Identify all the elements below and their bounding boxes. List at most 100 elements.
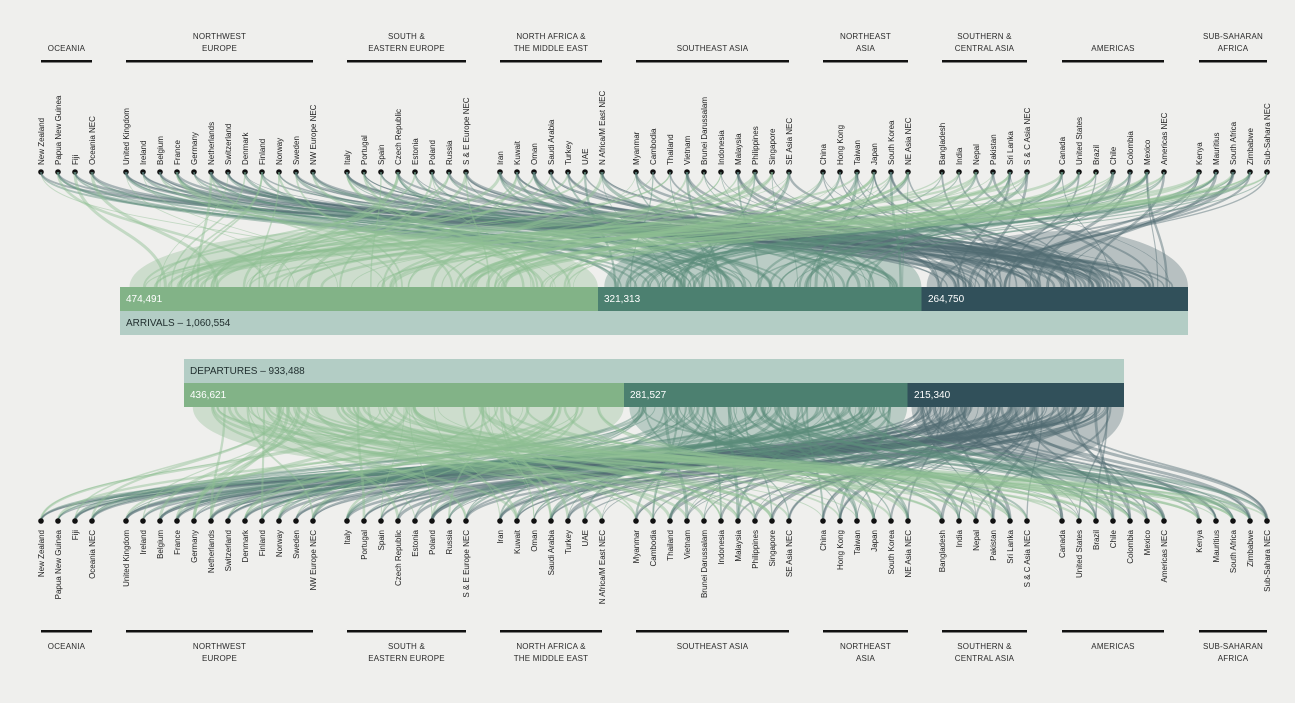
country-dot-bottom-kuwait [514, 518, 520, 524]
country-dot-bottom-brazil [1093, 518, 1099, 524]
region-header-line: AMERICAS [1091, 44, 1134, 53]
top-region-headers: OCEANIA NORTHWEST EUROPE SOUTH & EASTERN EUR… [41, 32, 1267, 63]
flow-strand-italy-2 [345, 406, 700, 522]
region-header-line: NORTHWEST [193, 32, 246, 41]
flow-strand-sweden-1 [295, 171, 403, 288]
flow-strand-iran-3 [498, 406, 1109, 522]
flow-strand-kenya-2 [778, 171, 1200, 288]
region-rule-bottom-north-africa-the-middle-east [500, 630, 602, 633]
flow-strand-saudi-arabia-3 [550, 406, 1110, 522]
flow-strand-sub-sahara-nec-2 [832, 406, 1269, 522]
flow-strand-united-kingdom-3 [124, 406, 994, 522]
flow-strand-oceania-nec-2 [90, 171, 683, 288]
region-footer-line: OCEANIA [48, 642, 86, 651]
flow-strand-oceania-nec-1 [90, 171, 219, 288]
region-rule-bottom-americas [1062, 630, 1164, 633]
flow-strand-canada-1 [404, 406, 1063, 522]
flow-strand-portugal-3 [363, 171, 1094, 288]
flow-band-1 [192, 407, 624, 463]
flow-strand-turkey-3 [566, 406, 924, 522]
flow-strand-belgium-1 [158, 406, 310, 522]
country-label-top-uae: UAE [581, 149, 590, 165]
flow-strand-brazil-1 [381, 171, 1097, 288]
flow-strand-oman-1 [488, 406, 535, 522]
country-dot-top-pakistan [990, 169, 996, 175]
country-label-top-denmark: Denmark [241, 132, 250, 165]
flow-strand-saudi-arabia-1 [462, 406, 553, 522]
flow-strand-mexico-2 [641, 171, 1149, 288]
flow-strand-nw-europe-nec-3 [312, 406, 967, 522]
flow-strand-iran-1 [433, 406, 501, 522]
flow-strand-finland-1 [189, 171, 263, 288]
country-dot-top-thailand [667, 169, 673, 175]
flow-strand-uae-1 [143, 171, 586, 288]
flow-strand-italy-3 [345, 171, 1030, 288]
arrivals-segment-2-value: 321,313 [604, 294, 641, 305]
country-dot-top-kenya [1196, 169, 1202, 175]
country-label-top-turkey: Turkey [564, 141, 573, 165]
country-label-top-kuwait: Kuwait [513, 140, 522, 165]
flow-strand-papua-new-guinea-2 [56, 171, 684, 288]
flow-strand-south-korea-2 [733, 406, 892, 522]
region-header-line: AFRICA [1218, 44, 1249, 53]
country-label-bottom-norway: Norway [275, 530, 284, 557]
region-rule-bottom-northwest-europe [126, 630, 313, 633]
country-label-bottom-turkey: Turkey [564, 530, 573, 554]
flow-strand-united-kingdom-2 [124, 171, 685, 288]
region-rule-top-oceania [41, 60, 92, 63]
flow-strand-india-2 [634, 171, 960, 288]
country-dot-bottom-brunei-darussalam [701, 518, 707, 524]
flow-strand-oceania-nec-2 [90, 406, 647, 522]
flow-strand-denmark-1 [244, 406, 483, 522]
flow-strand-philippines-1 [178, 171, 757, 288]
flow-strand-thailand-1 [314, 406, 672, 522]
country-dot-top-se-asia-nec [786, 169, 792, 175]
flow-strand-philippines-3 [754, 406, 936, 522]
country-label-bottom-italy: Italy [343, 530, 352, 545]
flow-strand-russia-2 [448, 406, 769, 522]
flow-strand-uae-2 [583, 171, 617, 288]
flow-strand-sri-lanka-2 [744, 406, 1011, 522]
arrivals-segment-3-value: 264,750 [928, 294, 965, 305]
region-header-line: CENTRAL ASIA [955, 44, 1015, 53]
flow-strand-estonia-1 [213, 171, 416, 288]
flow-strand-bangladesh-3 [941, 171, 1002, 288]
flow-strand-fiji-3 [74, 406, 968, 522]
region-footer-sub-saharan-africa: SUB-SAHARAN AFRICA [1203, 642, 1263, 663]
flow-strand-myanmar-1 [288, 406, 637, 522]
region-header-line: OCEANIA [48, 44, 86, 53]
flow-strand-singapore-2 [771, 171, 799, 288]
flow-strand-myanmar-2 [634, 406, 715, 522]
country-dot-bottom-nepal [973, 518, 979, 524]
flow-strand-india-3 [958, 171, 1077, 288]
flow-strand-mexico-3 [1064, 406, 1148, 522]
flow-strand-finland-3 [261, 171, 1113, 288]
region-rule-top-northwest-europe [126, 60, 313, 63]
flow-strand-nepal-1 [340, 406, 977, 522]
flow-strand-united-states-1 [493, 171, 1081, 288]
country-label-top-s-c-asia-nec: S & C Asia NEC [1023, 107, 1032, 165]
country-label-bottom-new-zealand: New Zealand [37, 530, 46, 577]
country-dot-bottom-myanmar [633, 518, 639, 524]
flow-strand-nw-europe-nec-2 [311, 406, 645, 522]
flow-strand-s-e-europe-nec-3 [464, 406, 1102, 522]
flow-strand-ne-asia-nec-2 [625, 171, 910, 288]
flow-strand-malaysia-3 [737, 406, 1055, 522]
flow-strand-denmark-2 [243, 171, 702, 288]
flow-strand-turkey-2 [567, 171, 686, 288]
flow-strand-japan-2 [688, 406, 876, 522]
flow-strand-philippines-2 [644, 406, 756, 522]
region-footer-line: NORTH AFRICA & [516, 642, 586, 651]
flow-strand-china-3 [822, 406, 945, 522]
region-rule-top-northeast-asia [823, 60, 908, 63]
flow-strand-united-kingdom-3 [125, 171, 1092, 288]
flow-strand-new-zealand-3 [39, 171, 1147, 288]
country-label-top-italy: Italy [343, 150, 352, 165]
flow-strand-bangladesh-1 [352, 406, 943, 522]
flow-strand-spain-1 [380, 406, 405, 522]
flow-strand-malaysia-2 [727, 406, 740, 522]
region-header-line: EUROPE [202, 44, 237, 53]
flow-strand-fiji-2 [74, 171, 651, 288]
country-label-top-russia: Russia [445, 140, 454, 165]
flow-strand-fiji-1 [74, 406, 285, 522]
